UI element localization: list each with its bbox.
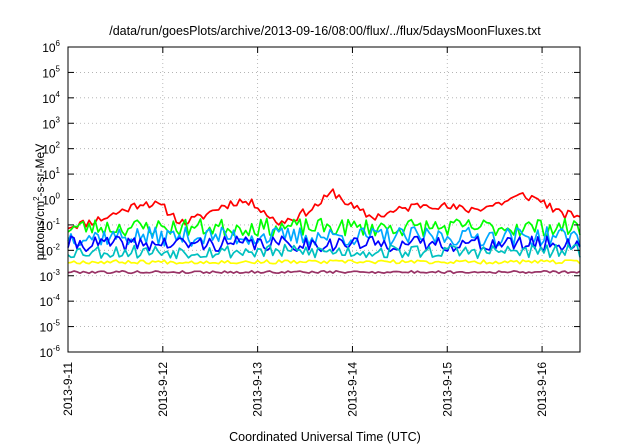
y-tick-label: 10-3 [40,268,61,284]
chart-title: /data/run/goesPlots/archive/2013-09-16/0… [109,24,541,38]
series-line-1 [67,217,581,238]
series-line-2 [67,226,581,247]
y-axis: 10-6 10-5 10-4 10-3 10-2 10-1 100 101 102 103 104 1… [40,39,580,360]
y-tick-label: 10-2 [40,242,61,258]
y-tick-label: 10-6 [40,344,61,360]
y-tick-label: 101 [42,166,60,182]
series-line-6 [67,269,581,275]
x-axis-label: Coordinated Universal Time (UTC) [229,430,421,444]
x-tick-label: 2013-9-16 [535,362,549,417]
y-axis-label: protons/cm2-s-sr-MeV [32,144,47,260]
grid [68,47,580,352]
y-tick-label: 103 [42,115,60,131]
y-tick-label: 10-5 [40,319,61,335]
y-tick-label: 10-1 [40,217,61,233]
series-line-4 [67,243,581,260]
x-tick-label: 2013-9-11 [61,362,75,416]
series-line-3 [67,235,581,253]
y-tick-label: 100 [42,192,60,208]
series-lines [67,188,581,275]
x-axis: 2013-9-11 2013-9-12 2013-9-13 2013-9-14 2013… [61,47,549,417]
series-line-5 [67,259,581,265]
y-tick-label: 104 [42,90,60,106]
x-tick-label: 2013-9-14 [345,362,359,417]
x-tick-label: 2013-9-15 [440,362,454,417]
y-tick-label: 105 [42,64,60,80]
x-tick-label: 2013-9-13 [251,362,265,417]
x-tick-label: 2013-9-12 [156,362,170,417]
y-tick-label: 106 [42,39,60,55]
y-tick-label: 10-4 [40,293,61,309]
y-tick-label: 102 [42,141,60,157]
series-line-0 [67,188,581,230]
